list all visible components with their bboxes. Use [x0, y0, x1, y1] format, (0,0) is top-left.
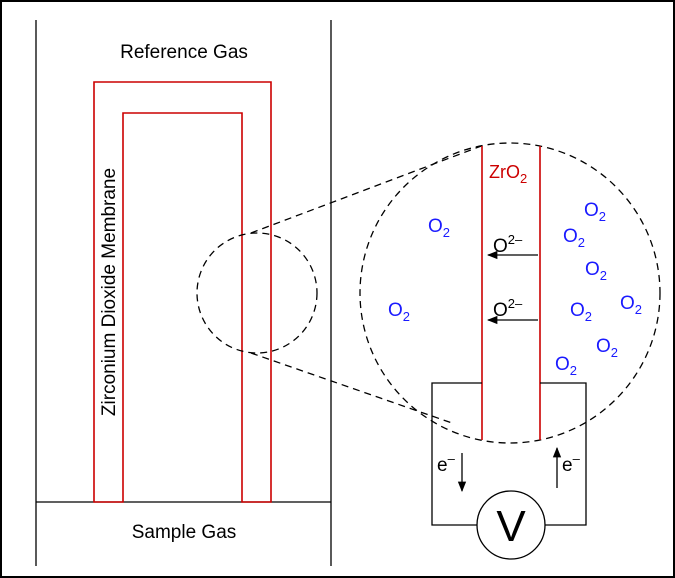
o2-molecule: O2 [388, 300, 410, 324]
magnify-source-circle [196, 232, 318, 354]
svg-text:O2–: O2– [493, 232, 523, 257]
o2-molecule: O2 [555, 354, 577, 378]
magnify-line-bottom [250, 352, 453, 424]
zro2-membrane-shape [93, 81, 272, 503]
electron-right: e– [552, 446, 581, 488]
o2-molecule: O2 [570, 300, 592, 324]
electron-left: e– [437, 451, 467, 493]
svg-text:O2–: O2– [493, 296, 523, 321]
oxide-ion-1: O2– [486, 232, 538, 260]
membrane-label: Zirconium Dioxide Membrane [99, 168, 120, 416]
voltmeter-label: V [496, 502, 526, 551]
svg-text:e–: e– [437, 451, 456, 476]
magnify-line-top [250, 144, 485, 234]
voltmeter-circle [476, 490, 546, 560]
o2-molecule: O2 [584, 200, 606, 224]
oxygen-molecules: O2 O2 O2 O2 O2 O2 O2 O2 O2 [388, 200, 642, 378]
o2-molecule: O2 [563, 226, 585, 250]
o2-molecule: O2 [596, 336, 618, 360]
circuit-wire-left [431, 382, 482, 526]
o2-molecule: O2 [428, 216, 450, 240]
o2-molecule: O2 [585, 259, 607, 283]
circuit-wire-right [540, 382, 587, 526]
sample-gas-label: Sample Gas [132, 522, 237, 543]
svg-text:e–: e– [562, 451, 581, 476]
oxide-ion-2: O2– [486, 296, 538, 325]
o2-molecule: O2 [620, 293, 642, 317]
zro2-label: ZrO2 [489, 162, 527, 186]
magnified-circle [359, 142, 661, 444]
reference-gas-label: Reference Gas [120, 42, 248, 63]
